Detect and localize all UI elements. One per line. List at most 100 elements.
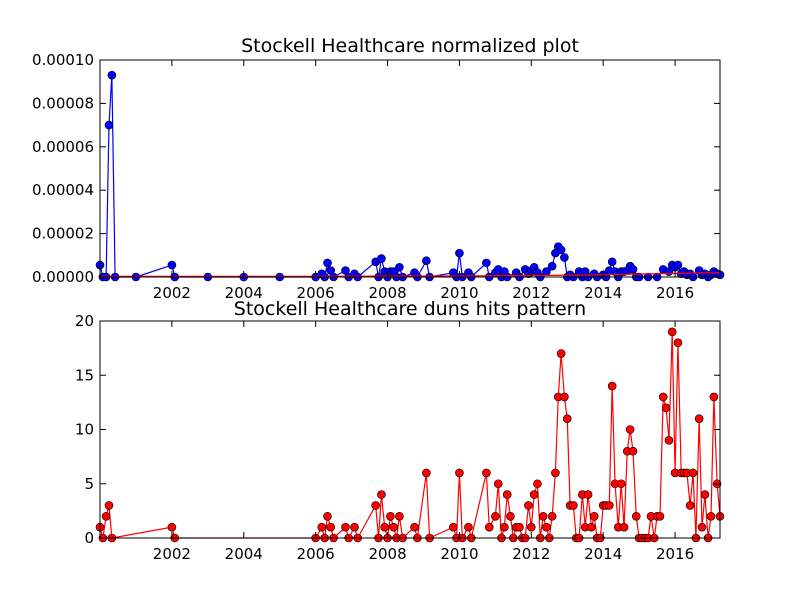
data-point bbox=[607, 257, 617, 267]
data-point bbox=[380, 522, 389, 532]
data-point bbox=[664, 436, 674, 445]
duns-hits-plot: Stockell Healthcare duns hits pattern 20… bbox=[75, 298, 725, 563]
data-point bbox=[688, 468, 698, 478]
data-point bbox=[658, 392, 668, 402]
data-point bbox=[482, 468, 491, 478]
data-point bbox=[655, 511, 665, 521]
data-point bbox=[491, 511, 500, 521]
data-point bbox=[619, 522, 629, 532]
axis-ticks: 2002 2004 2006 2008 2010 2012 2014 2016 0 5 10 15 20 bbox=[75, 312, 720, 563]
data-point bbox=[562, 414, 572, 423]
data-point bbox=[538, 511, 548, 521]
data-point bbox=[506, 511, 515, 521]
data-point bbox=[556, 245, 566, 255]
data-point bbox=[547, 261, 557, 271]
data-point bbox=[317, 522, 327, 532]
x-tick-label: 2012 bbox=[512, 284, 550, 302]
data-point bbox=[422, 468, 431, 478]
axis-ticks: 2002 2004 2006 2008 2010 2012 2014 2016 0.00000 0… bbox=[32, 51, 720, 302]
data-point bbox=[551, 468, 560, 478]
x-tick-label: 2008 bbox=[368, 284, 406, 302]
data-point bbox=[607, 381, 617, 391]
data-point bbox=[107, 70, 117, 80]
x-tick-label: 2004 bbox=[225, 545, 263, 563]
x-tick-label: 2002 bbox=[153, 545, 191, 563]
data-point bbox=[455, 248, 464, 258]
data-point bbox=[604, 501, 614, 510]
data-point bbox=[167, 260, 177, 270]
data-point bbox=[464, 522, 473, 532]
x-tick-label: 2006 bbox=[297, 284, 335, 302]
data-point bbox=[589, 511, 599, 521]
data-point bbox=[628, 446, 638, 456]
data-point bbox=[167, 522, 177, 532]
chart-title: Stockell Healthcare normalized plot bbox=[241, 35, 579, 57]
data-point bbox=[560, 253, 569, 262]
data-point bbox=[694, 414, 704, 423]
data-point bbox=[631, 511, 641, 521]
data-point bbox=[661, 403, 671, 413]
data-point bbox=[326, 522, 336, 532]
data-point bbox=[386, 511, 395, 521]
data-point bbox=[341, 522, 350, 532]
x-tick-label: 2010 bbox=[440, 284, 478, 302]
data-point bbox=[371, 501, 380, 510]
y-tick-label: 15 bbox=[75, 366, 94, 384]
series-line-1 bbox=[100, 272, 721, 277]
y-tick-label: 0.00004 bbox=[32, 181, 94, 199]
plot-frame bbox=[99, 320, 721, 539]
plot-area bbox=[100, 60, 720, 277]
data-point bbox=[323, 258, 332, 268]
x-tick-label: 2008 bbox=[368, 545, 406, 563]
data-point bbox=[389, 522, 398, 532]
data-point bbox=[556, 349, 566, 358]
x-tick-label: 2004 bbox=[225, 284, 263, 302]
data-point bbox=[323, 511, 332, 521]
data-point bbox=[628, 265, 638, 274]
data-point bbox=[616, 479, 626, 489]
data-point bbox=[350, 522, 359, 532]
plot-marks bbox=[95, 327, 725, 543]
data-point bbox=[410, 522, 419, 532]
y-tick-label: 0.00006 bbox=[32, 138, 94, 156]
data-point bbox=[667, 327, 677, 337]
data-point bbox=[529, 490, 539, 499]
data-point bbox=[560, 392, 569, 402]
data-point bbox=[587, 522, 596, 532]
data-point bbox=[515, 522, 524, 532]
data-point bbox=[706, 511, 716, 521]
x-tick-label: 2002 bbox=[153, 284, 191, 302]
normalized-plot: Stockell Healthcare normalized plot 2002… bbox=[32, 35, 725, 302]
data-point bbox=[569, 501, 578, 510]
data-point bbox=[104, 120, 114, 130]
data-point bbox=[502, 490, 512, 499]
y-tick-label: 0.00008 bbox=[32, 94, 94, 112]
data-point bbox=[449, 522, 458, 532]
data-point bbox=[533, 479, 542, 489]
data-point bbox=[673, 338, 683, 348]
data-point bbox=[377, 254, 386, 263]
data-point bbox=[709, 392, 719, 402]
data-point bbox=[685, 501, 695, 510]
data-point bbox=[526, 522, 536, 532]
data-point bbox=[625, 425, 635, 434]
data-point bbox=[700, 490, 710, 499]
x-tick-label: 2014 bbox=[584, 284, 622, 302]
data-point bbox=[493, 479, 503, 489]
data-point bbox=[673, 260, 683, 270]
y-tick-label: 20 bbox=[75, 312, 94, 330]
x-tick-label: 2014 bbox=[584, 545, 622, 563]
y-tick-label: 0 bbox=[84, 529, 94, 547]
y-tick-label: 0.00002 bbox=[32, 225, 94, 243]
y-tick-label: 0.00000 bbox=[32, 268, 94, 286]
y-tick-label: 10 bbox=[75, 421, 94, 439]
data-point bbox=[395, 262, 404, 272]
data-point bbox=[583, 490, 593, 499]
x-tick-label: 2010 bbox=[440, 545, 478, 563]
data-point bbox=[547, 511, 557, 521]
x-tick-label: 2016 bbox=[656, 284, 694, 302]
y-tick-label: 0.00010 bbox=[32, 51, 94, 69]
data-point bbox=[482, 258, 491, 268]
data-point bbox=[395, 511, 404, 521]
